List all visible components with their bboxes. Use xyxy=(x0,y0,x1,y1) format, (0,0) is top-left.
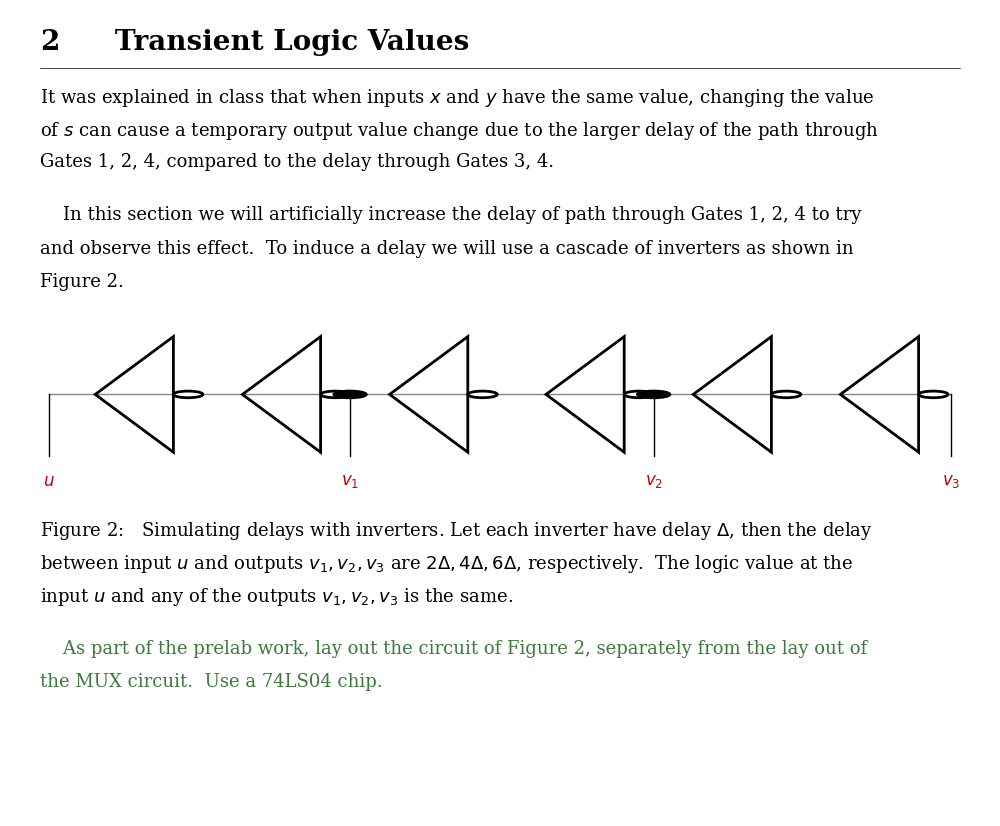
Circle shape xyxy=(919,392,948,397)
Circle shape xyxy=(321,392,350,397)
Text: $v_1$: $v_1$ xyxy=(341,472,359,490)
Circle shape xyxy=(333,391,367,398)
Text: $v_2$: $v_2$ xyxy=(645,472,663,490)
Text: It was explained in class that when inputs $x$ and $y$ have the same value, chan: It was explained in class that when inpu… xyxy=(40,87,875,109)
Text: As part of the prelab work, lay out the circuit of Figure 2, separately from the: As part of the prelab work, lay out the … xyxy=(40,640,867,658)
Text: input $u$ and any of the outputs $v_1, v_2, v_3$ is the same.: input $u$ and any of the outputs $v_1, v… xyxy=(40,586,513,609)
Text: 2: 2 xyxy=(40,29,59,56)
Circle shape xyxy=(771,392,801,397)
Text: Figure 2:   Simulating delays with inverters. Let each inverter have delay $\Del: Figure 2: Simulating delays with inverte… xyxy=(40,520,873,543)
Text: between input $u$ and outputs $v_1, v_2, v_3$ are $2\Delta, 4\Delta, 6\Delta$, r: between input $u$ and outputs $v_1, v_2,… xyxy=(40,553,853,576)
Text: $u$: $u$ xyxy=(43,472,55,490)
Circle shape xyxy=(624,392,654,397)
Text: of $s$ can cause a temporary output value change due to the larger delay of the : of $s$ can cause a temporary output valu… xyxy=(40,120,879,142)
Circle shape xyxy=(468,392,497,397)
Text: Gates 1, 2, 4, compared to the delay through Gates 3, 4.: Gates 1, 2, 4, compared to the delay thr… xyxy=(40,153,554,171)
Text: $v_3$: $v_3$ xyxy=(942,472,960,490)
Text: and observe this effect.  To induce a delay we will use a cascade of inverters a: and observe this effect. To induce a del… xyxy=(40,240,854,258)
Text: Transient Logic Values: Transient Logic Values xyxy=(115,29,469,56)
Text: In this section we will artificially increase the delay of path through Gates 1,: In this section we will artificially inc… xyxy=(40,206,861,225)
Text: Figure 2.: Figure 2. xyxy=(40,273,124,291)
Circle shape xyxy=(173,392,203,397)
Text: the MUX circuit.  Use a 74LS04 chip.: the MUX circuit. Use a 74LS04 chip. xyxy=(40,673,383,691)
Circle shape xyxy=(637,391,670,398)
